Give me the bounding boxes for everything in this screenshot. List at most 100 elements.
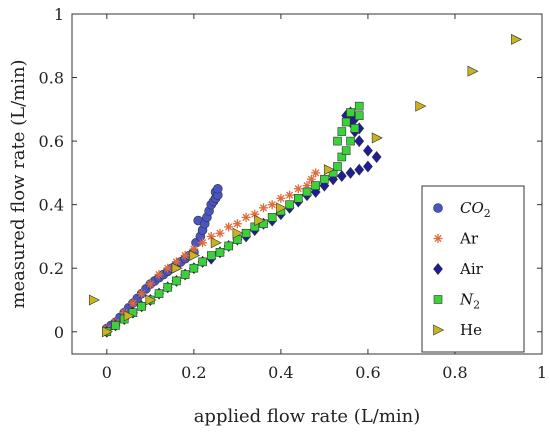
data-point-air bbox=[345, 166, 356, 179]
legend-marker-ar bbox=[433, 234, 443, 243]
data-point-he bbox=[171, 262, 183, 274]
data-point-ar bbox=[276, 193, 286, 203]
data-point-n2 bbox=[137, 302, 146, 311]
data-point-n2 bbox=[172, 276, 181, 286]
data-point-he bbox=[511, 33, 523, 45]
data-point-ar bbox=[285, 190, 295, 200]
data-point-n2 bbox=[215, 248, 225, 257]
data-point-he bbox=[415, 100, 427, 112]
x-tick-label: 0.8 bbox=[442, 363, 467, 382]
data-point-ar bbox=[293, 184, 303, 194]
data-point-he bbox=[371, 132, 383, 144]
data-point-air bbox=[363, 144, 373, 157]
legend-label-co2: CO2 bbox=[460, 199, 491, 220]
data-point-n2 bbox=[320, 174, 329, 184]
data-point-n2 bbox=[293, 193, 303, 203]
data-point-he bbox=[145, 294, 157, 306]
data-point-n2 bbox=[154, 289, 164, 298]
data-point-he bbox=[232, 227, 244, 239]
data-point-n2 bbox=[311, 181, 321, 190]
series-n2 bbox=[102, 101, 364, 337]
legend-label-ar: Ar bbox=[459, 230, 479, 248]
data-point-ar bbox=[137, 289, 147, 299]
data-point-n2 bbox=[224, 241, 233, 251]
y-tick-label: 0.4 bbox=[39, 196, 64, 215]
data-point-n2 bbox=[267, 213, 277, 222]
data-point-n2 bbox=[189, 263, 199, 273]
data-point-ar bbox=[189, 244, 199, 254]
data-point-air bbox=[336, 170, 347, 183]
data-point-he bbox=[102, 326, 113, 338]
x-tick-label: 1 bbox=[537, 363, 547, 382]
data-point-ar bbox=[163, 263, 173, 273]
x-tick-label: 0.2 bbox=[181, 363, 206, 382]
series-he bbox=[88, 33, 523, 338]
data-point-n2 bbox=[285, 200, 294, 209]
legend-marker-co2 bbox=[433, 203, 443, 213]
data-point-air bbox=[363, 160, 373, 173]
y-tick-label: 0.2 bbox=[39, 259, 64, 278]
data-point-n2 bbox=[341, 117, 351, 127]
data-point-he bbox=[276, 202, 288, 214]
data-point-n2 bbox=[333, 136, 342, 146]
data-point-he bbox=[323, 164, 335, 176]
x-tick-label: 0.4 bbox=[268, 363, 293, 382]
data-point-ar bbox=[311, 168, 321, 178]
axis-ticks: 0 0.2 0.4 0.6 0.8 1 0 0.2 0.4 0.6 0.8 1 bbox=[39, 5, 548, 382]
data-point-n2 bbox=[341, 146, 351, 155]
legend-label-air: Air bbox=[459, 260, 484, 278]
data-point-n2 bbox=[346, 136, 355, 146]
data-point-ar bbox=[128, 298, 138, 308]
legend-marker-air bbox=[433, 263, 443, 275]
data-point-n2 bbox=[346, 108, 355, 117]
data-point-ar bbox=[171, 257, 181, 267]
data-point-ar bbox=[198, 238, 208, 248]
data-point-n2 bbox=[350, 124, 360, 133]
data-point-n2 bbox=[354, 101, 364, 111]
y-tick-label: 0.6 bbox=[39, 132, 64, 151]
legend-label-n2: N2 bbox=[459, 291, 480, 312]
data-point-n2 bbox=[198, 257, 207, 267]
x-axis-label: applied flow rate (L/min) bbox=[194, 406, 421, 427]
data-point-n2 bbox=[206, 251, 216, 260]
data-point-n2 bbox=[180, 270, 190, 279]
data-point-he bbox=[189, 250, 201, 261]
data-point-n2 bbox=[337, 152, 347, 162]
legend: CO2 Ar Air N2 He bbox=[421, 185, 525, 353]
data-point-n2 bbox=[302, 187, 312, 197]
data-marks bbox=[88, 33, 523, 338]
data-point-he bbox=[88, 294, 100, 306]
data-point-n2 bbox=[333, 162, 342, 171]
data-point-he bbox=[467, 65, 479, 77]
legend-box bbox=[421, 185, 525, 353]
data-point-n2 bbox=[111, 321, 120, 330]
y-tick-label: 0 bbox=[54, 323, 64, 342]
legend-marker-n2 bbox=[433, 295, 443, 304]
y-axis-label: measured flow rate (L/min) bbox=[8, 59, 29, 308]
legend-marker-he bbox=[433, 324, 445, 336]
data-point-ar bbox=[145, 279, 155, 289]
legend-label-he: He bbox=[460, 321, 482, 339]
data-point-ar bbox=[224, 222, 234, 232]
data-point-air bbox=[354, 135, 365, 148]
data-point-he bbox=[254, 215, 266, 227]
y-tick-label: 1 bbox=[54, 5, 64, 24]
data-point-n2 bbox=[163, 282, 173, 292]
data-point-n2 bbox=[354, 111, 364, 120]
data-point-he bbox=[123, 310, 135, 322]
data-point-ar bbox=[154, 270, 164, 280]
y-tick-label: 0.8 bbox=[39, 69, 64, 88]
data-point-ar bbox=[267, 200, 277, 210]
data-point-he bbox=[210, 237, 222, 249]
data-point-air bbox=[354, 163, 365, 176]
x-tick-label: 0 bbox=[102, 363, 112, 382]
data-point-ar bbox=[180, 250, 190, 260]
data-point-ar bbox=[215, 228, 225, 238]
data-point-air bbox=[371, 151, 382, 163]
data-point-n2 bbox=[337, 127, 347, 136]
data-point-ar bbox=[241, 212, 251, 222]
data-point-co2 bbox=[212, 183, 223, 194]
data-point-ar bbox=[232, 219, 242, 229]
x-tick-label: 0.6 bbox=[355, 363, 380, 382]
